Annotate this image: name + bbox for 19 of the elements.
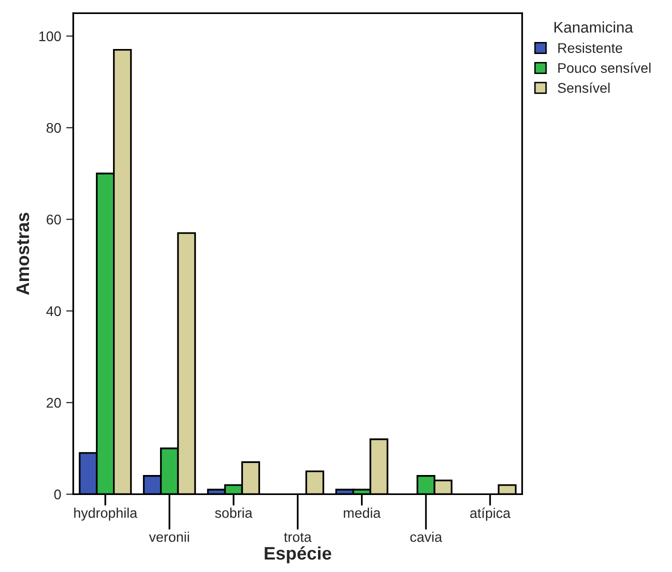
y-tick-label: 60 [46,214,61,224]
x-tick-label: trota [284,532,312,542]
legend-title: Kanamicina [554,21,634,33]
y-tick-label: 100 [39,31,61,42]
y-tick-label: 0 [54,490,61,500]
legend-label: Pouco sensível [558,62,650,73]
legend-label: Resistente [558,42,622,53]
x-axis-title: Espécie [264,546,332,564]
y-tick-label: 40 [46,306,61,316]
y-axis-title: Amostras [16,212,30,295]
x-tick-label: media [344,508,381,518]
y-tick-label: 80 [46,123,61,133]
x-tick-label: atípica [470,508,511,521]
x-tick-label: sobria [215,508,252,518]
y-tick-label: 20 [46,398,61,408]
x-tick-label: veronii [149,532,189,542]
x-tick-label: cavia [410,532,442,542]
x-tick-label: hydrophila [74,508,138,521]
legend-label: Sensível [558,82,610,93]
